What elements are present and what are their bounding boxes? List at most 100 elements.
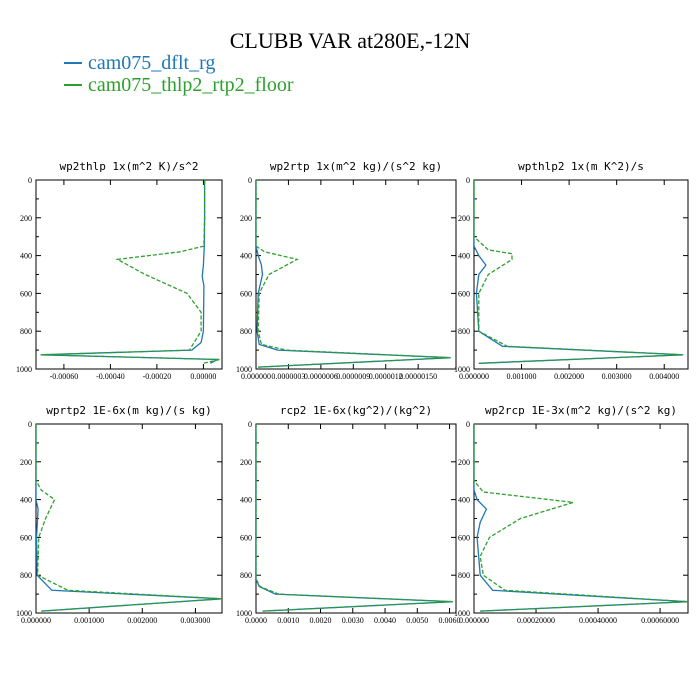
y-tick-label: 1000 bbox=[454, 609, 470, 618]
y-tick-label: 0 bbox=[28, 176, 32, 185]
y-tick-label: 1000 bbox=[236, 365, 252, 374]
series-line-floor bbox=[474, 180, 684, 364]
legend-entry-dflt: cam075_dflt_rg bbox=[64, 52, 294, 74]
x-tick-label: 0.0010 bbox=[277, 616, 299, 625]
y-tick-label: 1000 bbox=[16, 365, 32, 374]
y-tick-label: 1000 bbox=[454, 365, 470, 374]
y-tick-label: 800 bbox=[20, 571, 32, 580]
x-tick-label: 0.0020 bbox=[310, 616, 332, 625]
x-tick-label: 0.001000 bbox=[507, 372, 537, 381]
x-tick-label: 0.0000003 bbox=[271, 372, 305, 381]
panel-1: wp2thlp 1x(m^2 K)/s^2 0 200 400 600 800 1000 -0… bbox=[16, 160, 223, 381]
x-tick-label: 0.004000 bbox=[649, 372, 679, 381]
y-tick-label: 800 bbox=[240, 327, 252, 336]
x-tick-label: 0.003000 bbox=[602, 372, 632, 381]
panel-2: wp2rtp 1x(m^2 kg)/(s^2 kg) 0 200 400 600 800 1… bbox=[236, 160, 457, 381]
panel-title: wp2thlp 1x(m^2 K)/s^2 bbox=[59, 160, 198, 173]
y-tick-label: 200 bbox=[20, 214, 32, 223]
figure-title: CLUBB VAR at280E,-12N bbox=[229, 28, 471, 53]
series-line-dflt bbox=[40, 180, 220, 364]
y-tick-label: 0 bbox=[466, 176, 470, 185]
legend-swatch-floor bbox=[64, 84, 82, 86]
y-tick-label: 400 bbox=[20, 252, 32, 261]
x-tick-label: 0.00000 bbox=[190, 372, 216, 381]
panel-6: wp2rcp 1E-3x(m^2 kg)/(s^2 kg) 0 200 400 600 8… bbox=[454, 404, 689, 625]
series-line-dflt bbox=[474, 424, 688, 612]
y-tick-label: 1000 bbox=[236, 609, 252, 618]
y-tick-label: 1000 bbox=[16, 609, 32, 618]
y-tick-label: 800 bbox=[458, 327, 470, 336]
x-tick-label: 0.003000 bbox=[180, 616, 210, 625]
x-tick-label: 0.0030 bbox=[342, 616, 364, 625]
x-tick-label: 0.00020000 bbox=[517, 616, 555, 625]
x-tick-label: -0.00040 bbox=[96, 372, 125, 381]
x-tick-label: 0.000000 bbox=[459, 372, 489, 381]
legend-entry-floor: cam075_thlp2_rtp2_floor bbox=[64, 74, 294, 96]
x-tick-label: 0.00040000 bbox=[579, 616, 617, 625]
legend-label-floor: cam075_thlp2_rtp2_floor bbox=[88, 74, 294, 96]
x-tick-label: 0.00000150 bbox=[399, 372, 437, 381]
panel-title: wp2rtp 1x(m^2 kg)/(s^2 kg) bbox=[270, 160, 442, 173]
y-tick-label: 600 bbox=[20, 289, 32, 298]
x-tick-label: 0.002000 bbox=[554, 372, 584, 381]
x-tick-label: 0.0060 bbox=[439, 616, 461, 625]
x-tick-label: 0.002000 bbox=[127, 616, 157, 625]
x-tick-label: -0.00020 bbox=[143, 372, 172, 381]
y-tick-label: 800 bbox=[240, 571, 252, 580]
x-tick-label: 0.000000 bbox=[459, 616, 489, 625]
y-tick-label: 200 bbox=[240, 458, 252, 467]
y-tick-label: 0 bbox=[248, 420, 252, 429]
x-tick-label: 0.0040 bbox=[374, 616, 396, 625]
series-line-floor bbox=[256, 424, 453, 612]
y-tick-label: 200 bbox=[458, 458, 470, 467]
series-line-floor bbox=[256, 180, 451, 368]
legend-swatch-dflt bbox=[64, 62, 82, 64]
y-tick-label: 600 bbox=[458, 533, 470, 542]
y-tick-label: 200 bbox=[240, 214, 252, 223]
series-line-dflt bbox=[36, 424, 222, 612]
y-tick-label: 800 bbox=[20, 327, 32, 336]
x-tick-label: 0.0000009 bbox=[336, 372, 370, 381]
y-tick-label: 600 bbox=[20, 533, 32, 542]
panel-title: wp2rcp 1E-3x(m^2 kg)/(s^2 kg) bbox=[485, 404, 677, 417]
series-line-floor bbox=[40, 180, 220, 364]
x-tick-label: 0.0000006 bbox=[304, 372, 338, 381]
y-tick-label: 0 bbox=[466, 420, 470, 429]
y-tick-label: 0 bbox=[248, 176, 252, 185]
panel-frame bbox=[35, 423, 223, 614]
panel-frame bbox=[255, 423, 457, 614]
y-tick-label: 400 bbox=[240, 252, 252, 261]
y-tick-label: 200 bbox=[20, 458, 32, 467]
panel-title: wpthlp2 1x(m K^2)/s bbox=[518, 160, 644, 173]
y-tick-label: 800 bbox=[458, 571, 470, 580]
legend-label-dflt: cam075_dflt_rg bbox=[88, 52, 216, 74]
x-tick-label: 0.0000012 bbox=[369, 372, 403, 381]
y-tick-label: 400 bbox=[458, 496, 470, 505]
y-tick-label: 600 bbox=[240, 533, 252, 542]
y-tick-label: 600 bbox=[458, 289, 470, 298]
x-tick-label: 0.000000 bbox=[241, 372, 271, 381]
y-tick-label: 400 bbox=[20, 496, 32, 505]
y-tick-label: 200 bbox=[458, 214, 470, 223]
legend: cam075_dflt_rg cam075_thlp2_rtp2_floor bbox=[64, 52, 294, 96]
series-line-dflt bbox=[256, 180, 451, 368]
panel-frame bbox=[35, 179, 223, 370]
panel-5: rcp2 1E-6x(kg^2)/(kg^2) 0 200 400 600 800 1000… bbox=[236, 404, 461, 625]
series-line-dflt bbox=[256, 424, 453, 612]
y-tick-label: 400 bbox=[240, 496, 252, 505]
panel-frame bbox=[255, 179, 457, 370]
x-tick-label: 0.0000 bbox=[245, 616, 267, 625]
panel-3: wpthlp2 1x(m K^2)/s020040060080010000.00… bbox=[454, 160, 689, 381]
series-line-floor bbox=[474, 424, 688, 612]
panel-title: wprtp2 1E-6x(m kg)/(s kg) bbox=[46, 404, 212, 417]
panel-4: wprtp2 1E-6x(m kg)/(s kg) 0 200 400 600 800 10… bbox=[16, 404, 223, 625]
y-tick-label: 600 bbox=[240, 289, 252, 298]
x-tick-label: 0.001000 bbox=[74, 616, 104, 625]
x-tick-label: 0.00060000 bbox=[641, 616, 679, 625]
x-tick-label: 0.000000 bbox=[21, 616, 51, 625]
series-line-dflt bbox=[474, 180, 684, 364]
y-tick-label: 400 bbox=[458, 252, 470, 261]
panel-frame bbox=[473, 423, 689, 614]
panel-frame bbox=[473, 179, 689, 370]
